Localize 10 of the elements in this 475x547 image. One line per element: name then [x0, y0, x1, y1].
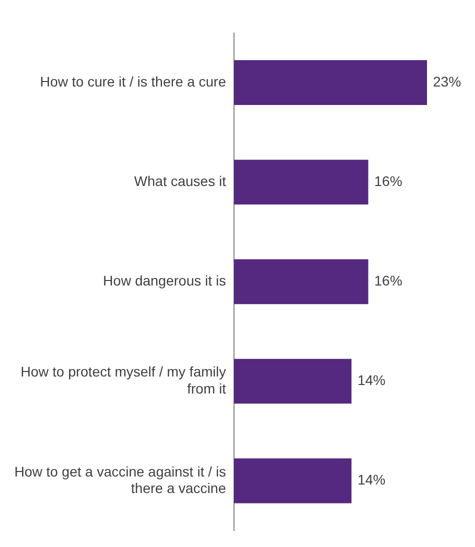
- data-label: 16%: [374, 173, 402, 189]
- y-tick-label: What causes it: [134, 173, 226, 189]
- y-tick-label: How dangerous it is: [103, 272, 226, 289]
- data-label: 14%: [357, 472, 386, 488]
- data-label: 16%: [374, 272, 402, 289]
- y-tick-label: How to protect myself / my family from it: [20, 364, 226, 397]
- y-tick-label: How to cure it / is there a cure: [40, 73, 226, 90]
- y-tick-label: How to get a vaccine against it / is there a vaccine: [14, 463, 226, 496]
- data-label: 23%: [433, 73, 462, 90]
- data-label: 14%: [357, 372, 386, 388]
